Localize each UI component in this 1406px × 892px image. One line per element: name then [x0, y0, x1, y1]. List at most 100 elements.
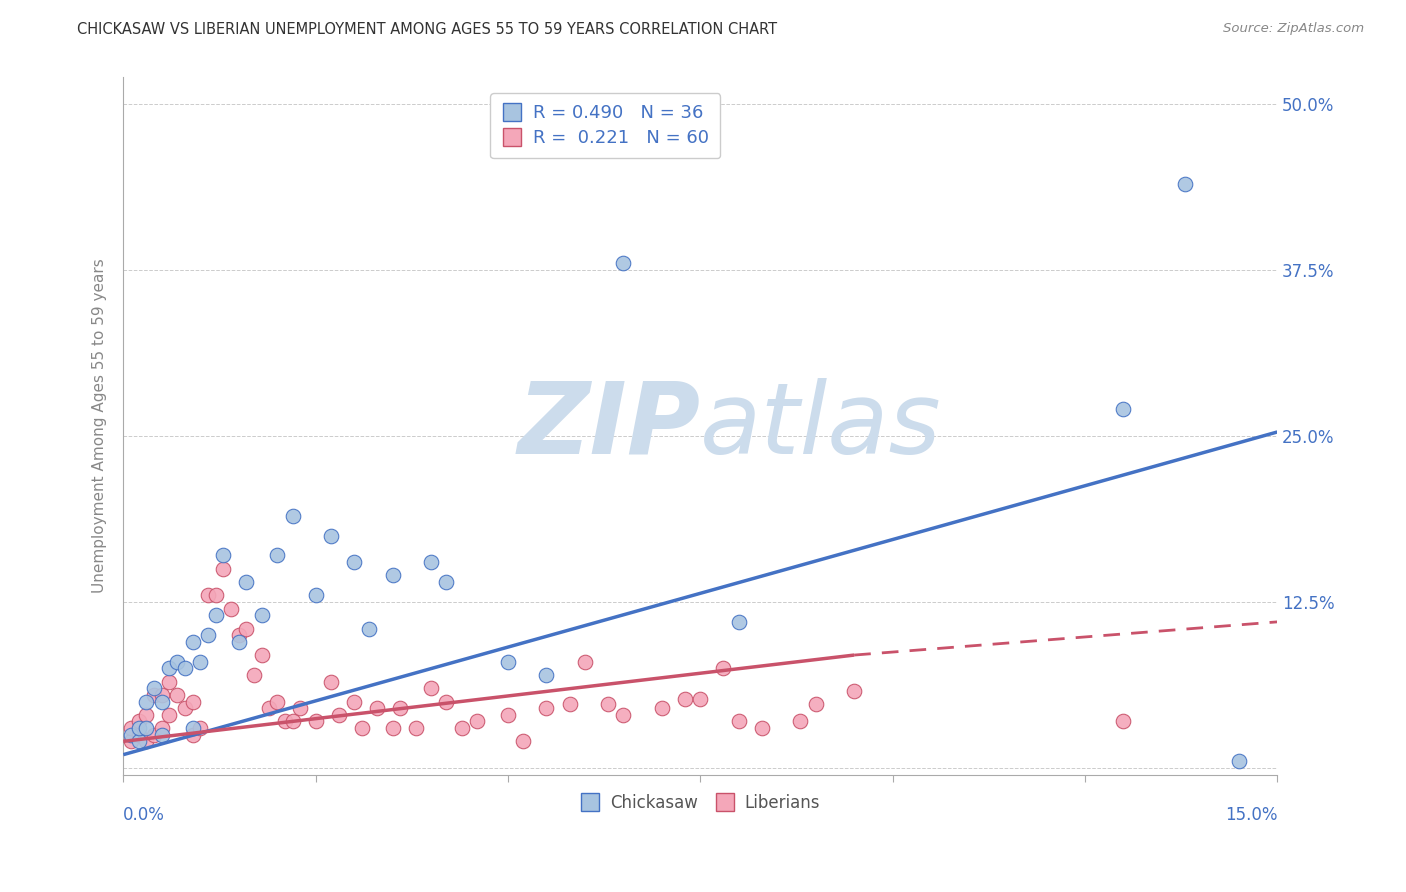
Point	[366, 701, 388, 715]
Text: ZIP: ZIP	[517, 377, 700, 475]
Point	[181, 728, 204, 742]
Point	[304, 714, 326, 729]
Point	[150, 728, 173, 742]
Point	[612, 707, 634, 722]
Point	[319, 528, 342, 542]
Point	[128, 734, 150, 748]
Point	[259, 701, 281, 715]
Point	[711, 661, 734, 675]
Point	[290, 701, 312, 715]
Point	[281, 508, 304, 523]
Point	[228, 628, 250, 642]
Point	[450, 721, 472, 735]
Point	[128, 721, 150, 735]
Point	[651, 701, 673, 715]
Point	[150, 694, 173, 708]
Point	[536, 701, 558, 715]
Point	[173, 701, 195, 715]
Point	[188, 721, 211, 735]
Point	[673, 692, 696, 706]
Point	[228, 634, 250, 648]
Point	[135, 694, 157, 708]
Point	[1112, 714, 1135, 729]
Point	[350, 721, 373, 735]
Y-axis label: Unemployment Among Ages 55 to 59 years: Unemployment Among Ages 55 to 59 years	[93, 259, 107, 593]
Point	[150, 688, 173, 702]
Point	[120, 734, 142, 748]
Point	[804, 697, 827, 711]
Point	[343, 555, 366, 569]
Point	[328, 707, 350, 722]
Point	[420, 681, 443, 696]
Point	[150, 721, 173, 735]
Point	[574, 655, 596, 669]
Point	[727, 714, 749, 729]
Point	[274, 714, 297, 729]
Point	[181, 721, 204, 735]
Text: Source: ZipAtlas.com: Source: ZipAtlas.com	[1223, 22, 1364, 36]
Point	[204, 588, 226, 602]
Point	[188, 655, 211, 669]
Point	[359, 622, 381, 636]
Legend: Chickasaw, Liberians: Chickasaw, Liberians	[574, 788, 827, 819]
Point	[120, 721, 142, 735]
Point	[143, 728, 166, 742]
Point	[181, 634, 204, 648]
Point	[420, 555, 443, 569]
Point	[181, 694, 204, 708]
Point	[128, 728, 150, 742]
Point	[281, 714, 304, 729]
Point	[496, 707, 519, 722]
Point	[1174, 177, 1197, 191]
Point	[219, 601, 242, 615]
Point	[436, 575, 458, 590]
Point	[612, 256, 634, 270]
Point	[266, 549, 288, 563]
Point	[436, 694, 458, 708]
Point	[235, 622, 257, 636]
Point	[1112, 402, 1135, 417]
Point	[235, 575, 257, 590]
Point	[250, 648, 273, 662]
Point	[204, 608, 226, 623]
Point	[159, 707, 181, 722]
Point	[496, 655, 519, 669]
Text: 15.0%: 15.0%	[1225, 806, 1277, 824]
Point	[536, 668, 558, 682]
Point	[558, 697, 581, 711]
Point	[212, 549, 235, 563]
Point	[689, 692, 711, 706]
Point	[159, 674, 181, 689]
Point	[166, 655, 188, 669]
Point	[381, 721, 404, 735]
Point	[304, 588, 326, 602]
Point	[143, 688, 166, 702]
Point	[143, 681, 166, 696]
Point	[751, 721, 773, 735]
Point	[727, 615, 749, 629]
Point	[243, 668, 266, 682]
Point	[1227, 754, 1250, 768]
Point	[465, 714, 488, 729]
Point	[250, 608, 273, 623]
Point	[319, 674, 342, 689]
Point	[173, 661, 195, 675]
Point	[405, 721, 427, 735]
Point	[844, 684, 866, 698]
Point	[389, 701, 412, 715]
Point	[166, 688, 188, 702]
Point	[135, 707, 157, 722]
Point	[212, 562, 235, 576]
Text: atlas: atlas	[700, 377, 942, 475]
Text: CHICKASAW VS LIBERIAN UNEMPLOYMENT AMONG AGES 55 TO 59 YEARS CORRELATION CHART: CHICKASAW VS LIBERIAN UNEMPLOYMENT AMONG…	[77, 22, 778, 37]
Point	[381, 568, 404, 582]
Text: 0.0%: 0.0%	[124, 806, 165, 824]
Point	[512, 734, 534, 748]
Point	[159, 661, 181, 675]
Point	[596, 697, 619, 711]
Point	[135, 734, 157, 748]
Point	[128, 714, 150, 729]
Point	[135, 721, 157, 735]
Point	[197, 628, 219, 642]
Point	[266, 694, 288, 708]
